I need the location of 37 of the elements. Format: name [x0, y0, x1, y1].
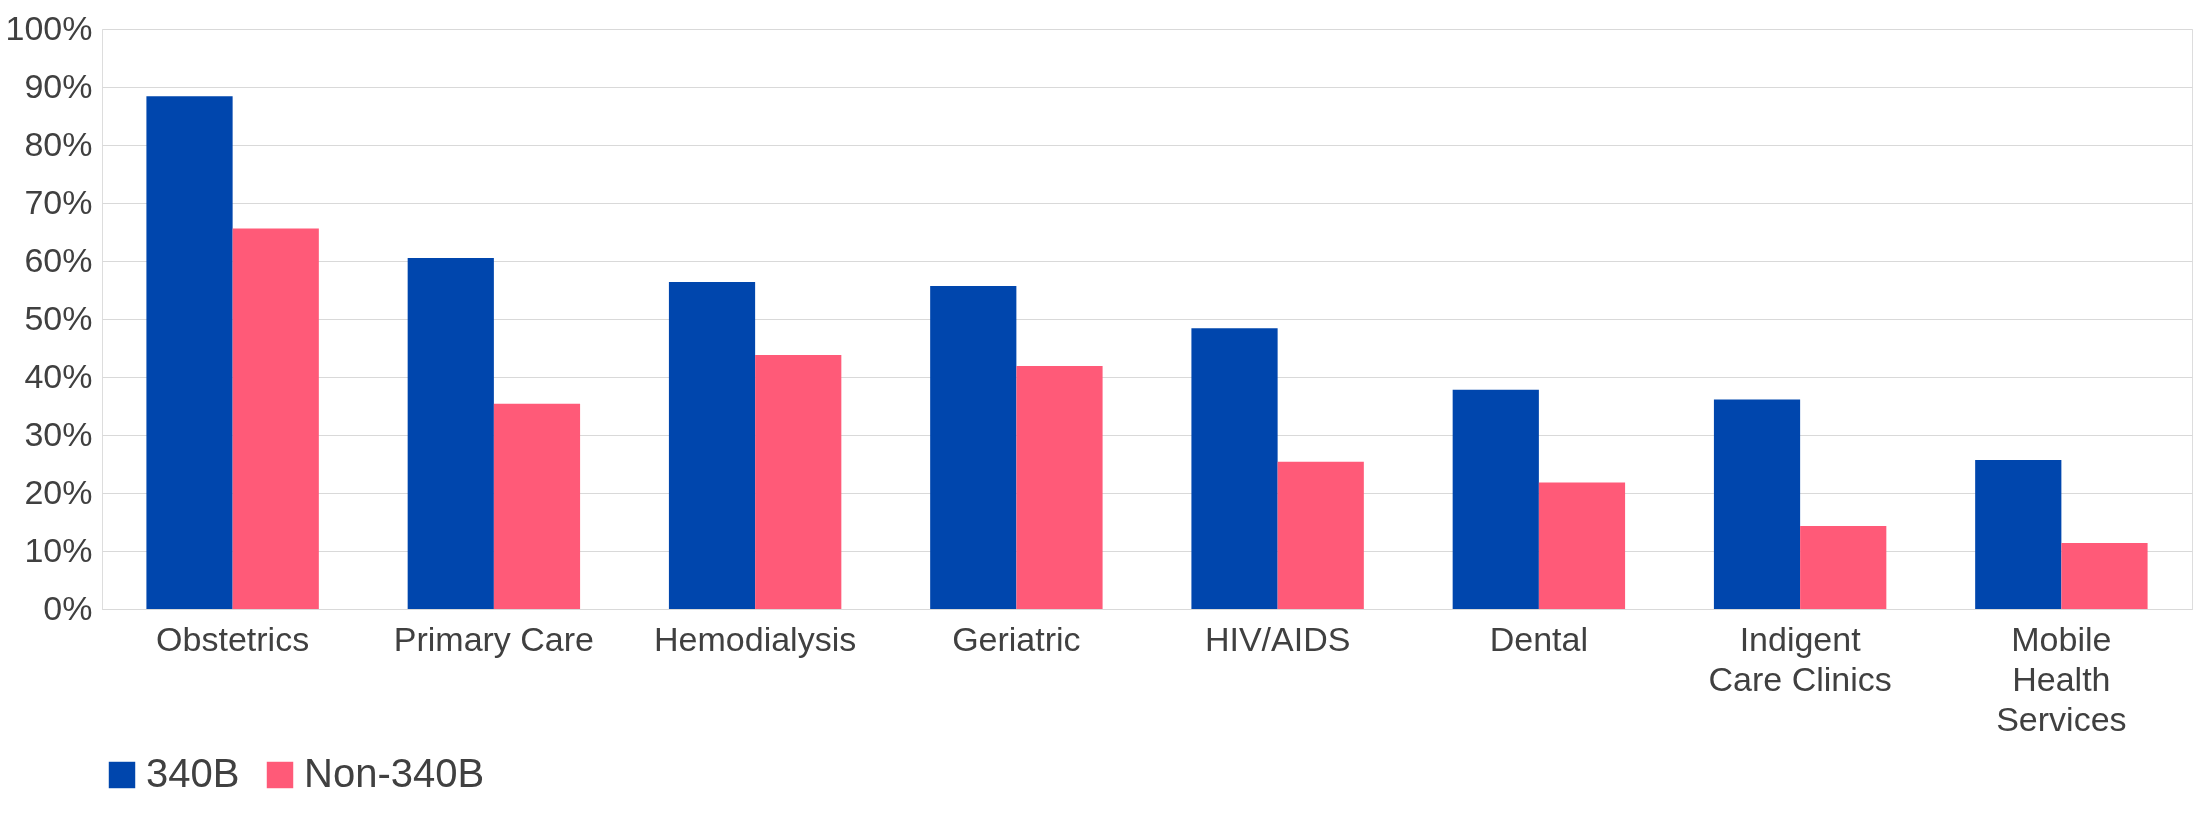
bar: [1016, 365, 1103, 609]
bar: [1975, 459, 2062, 609]
x-tick-label: Primary Care: [393, 619, 594, 658]
y-tick-label: 50%: [24, 298, 93, 337]
y-tick-label: 0%: [43, 588, 93, 627]
y-tick-label: 70%: [24, 182, 93, 221]
bar: [1713, 399, 1801, 609]
bar: [407, 258, 494, 609]
x-tick-label: Hemodialysis: [654, 619, 857, 658]
bar: [755, 354, 842, 609]
x-tick-label: HIV/AIDS: [1204, 619, 1351, 658]
y-tick-label: 80%: [24, 124, 93, 163]
y-tick-label: 40%: [24, 356, 93, 395]
x-tick-label: Mobile Health Services: [1996, 619, 2127, 738]
y-tick-label: 10%: [24, 530, 93, 569]
bar: [1452, 389, 1539, 609]
bar: [232, 228, 319, 609]
x-tick-label: Indigent Care Clinics: [1708, 619, 1892, 698]
x-tick-label: Obstetrics: [156, 619, 310, 658]
bar: [1191, 328, 1278, 609]
x-tick-label: Geriatric: [952, 619, 1081, 658]
y-tick-label: 100%: [5, 8, 93, 47]
x-tick-label: Dental: [1489, 619, 1589, 658]
bar: [1800, 526, 1887, 609]
y-tick-label: 90%: [24, 66, 93, 105]
y-tick-label: 30%: [24, 414, 93, 453]
y-tick-label: 60%: [24, 240, 93, 279]
bar: [930, 285, 1017, 609]
legend-label: 340B: [146, 751, 240, 795]
y-tick-label: 20%: [24, 472, 93, 511]
bar: [1277, 461, 1364, 609]
bar: [146, 96, 233, 609]
legend-label: Non-340B: [304, 751, 485, 795]
bar: [668, 281, 756, 609]
bar: [493, 403, 581, 609]
bar: [1538, 482, 1626, 609]
bar: [2061, 542, 2148, 609]
